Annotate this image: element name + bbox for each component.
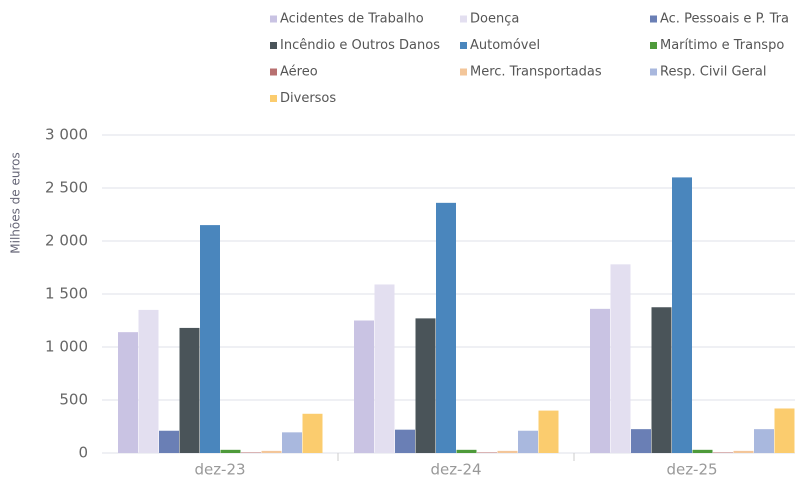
bar [220, 449, 241, 453]
bar [672, 177, 692, 453]
bar [395, 429, 415, 453]
bar [497, 450, 518, 453]
bar [456, 449, 477, 453]
legend-swatch [650, 42, 657, 49]
bar [651, 307, 672, 453]
bar [118, 332, 138, 453]
legend-label: Acidentes de Trabalho [280, 12, 424, 27]
bar [610, 264, 631, 453]
x-tick-label: dez-25 [666, 461, 717, 477]
bar [538, 410, 559, 453]
legend-label: Aéreo [280, 65, 318, 80]
bar [374, 284, 395, 453]
bar [159, 430, 179, 453]
bar [302, 413, 323, 453]
bar [713, 452, 733, 453]
y-tick-label: 1 500 [45, 285, 88, 303]
bar [415, 318, 436, 453]
x-tick-label: dez-24 [430, 461, 481, 477]
legend-swatch [270, 42, 277, 49]
legend-swatch [270, 15, 277, 23]
y-axis-title: Milhões de euros [9, 152, 23, 253]
bar [692, 449, 713, 453]
y-tick-label: 1 000 [45, 338, 88, 356]
y-tick-label: 500 [59, 391, 88, 409]
legend-swatch [460, 68, 467, 76]
bar [241, 452, 261, 453]
bar [179, 327, 200, 453]
y-tick-label: 3 000 [45, 126, 88, 144]
bar [518, 430, 538, 453]
legend-swatch [270, 95, 277, 102]
legend-label: Marítimo e Transpo [660, 38, 784, 53]
legend-label: Merc. Transportadas [470, 65, 602, 80]
bar [436, 202, 456, 453]
x-tick-label: dez-23 [194, 461, 245, 477]
y-tick-label: 2 000 [45, 232, 88, 250]
y-tick-label: 2 500 [45, 179, 88, 197]
bar [354, 320, 374, 453]
legend-label: Ac. Pessoais e P. Tra [660, 12, 789, 27]
bar [477, 452, 497, 453]
bar [754, 429, 774, 453]
legend-label: Doença [470, 12, 519, 27]
legend-label: Resp. Civil Geral [660, 65, 766, 80]
bar [733, 450, 754, 453]
bar [774, 408, 795, 453]
legend-swatch [460, 15, 467, 23]
legend-label: Incêndio e Outros Danos [280, 38, 440, 53]
bar [138, 309, 159, 453]
bar [590, 308, 610, 453]
legend-swatch [650, 68, 657, 76]
bar [200, 225, 220, 453]
bar [631, 429, 651, 453]
legend-label: Diversos [280, 91, 336, 106]
legend-swatch [270, 68, 277, 76]
legend-label: Automóvel [470, 38, 540, 53]
y-tick-label: 0 [78, 444, 88, 462]
legend-swatch [460, 42, 467, 49]
bar [282, 432, 302, 453]
legend-swatch [650, 15, 657, 23]
bar [261, 450, 282, 453]
